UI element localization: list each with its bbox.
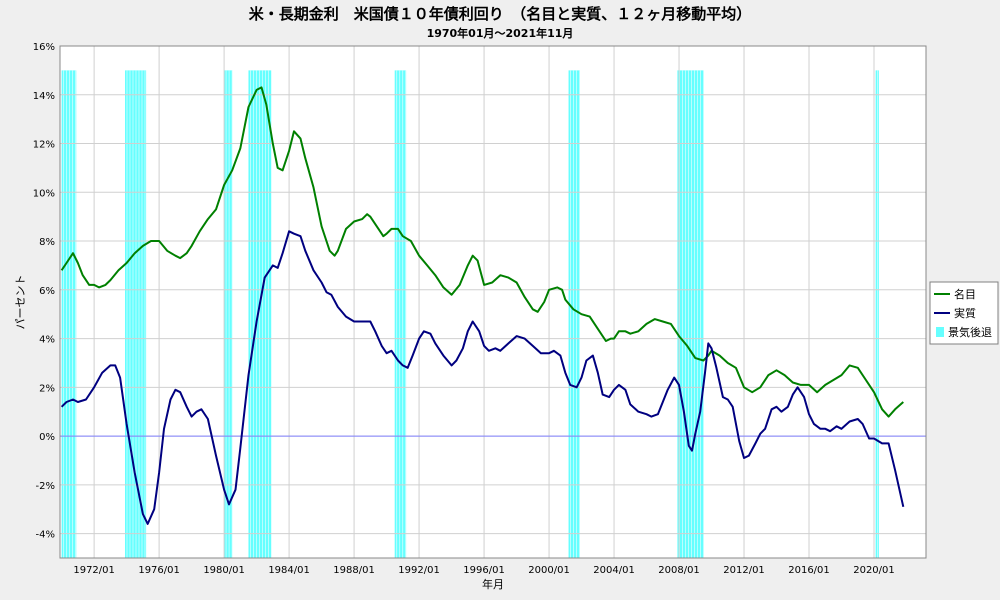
y-tick-labels: -4% -2% 0% 2% 4% 6% 8% 10% 12% 14% 16%	[33, 42, 55, 541]
recession-band	[568, 70, 580, 558]
recession-band	[875, 70, 879, 558]
legend-swatch-recession	[936, 327, 944, 337]
y-tick-label: 4%	[39, 335, 55, 346]
y-tick-label: 8%	[39, 237, 55, 248]
series-lines	[60, 86, 905, 525]
chart-subtitle: 1970年01月～2021年11月	[427, 26, 574, 40]
legend-item-real: 実質	[954, 306, 976, 320]
x-tick-label: 2020/01	[853, 565, 895, 576]
x-tick-label: 1992/01	[398, 565, 440, 576]
y-tick-label: 2%	[39, 383, 55, 394]
x-tick-label: 1976/01	[138, 565, 180, 576]
series-line-real	[60, 230, 905, 525]
x-axis-label: 年月	[482, 577, 504, 591]
y-tick-label: 16%	[33, 42, 55, 53]
legend-item-nominal: 名目	[954, 287, 976, 301]
series-line-nominal	[60, 86, 904, 418]
recession-band	[394, 70, 407, 558]
x-tick-label: 1988/01	[333, 565, 375, 576]
x-tick-labels: 1972/01 1976/01 1980/01 1984/01 1988/01 1992/…	[73, 565, 894, 576]
x-tick-label: 1980/01	[203, 565, 245, 576]
y-tick-label: 14%	[33, 91, 55, 102]
y-tick-label: 0%	[39, 432, 55, 443]
legend: 名目 実質 景気後退	[929, 281, 999, 345]
x-tick-label: 2016/01	[788, 565, 830, 576]
x-tick-label: 1984/01	[268, 565, 310, 576]
y-tick-label: -4%	[36, 530, 55, 541]
y-tick-label: 10%	[33, 188, 55, 199]
y-tick-label: -2%	[36, 481, 55, 492]
x-tick-label: 1996/01	[463, 565, 505, 576]
legend-item-recession: 景気後退	[948, 325, 992, 339]
recession-band	[677, 70, 704, 558]
x-tick-label: 2004/01	[593, 565, 635, 576]
x-tick-label: 2008/01	[658, 565, 700, 576]
x-tick-label: 2000/01	[528, 565, 570, 576]
x-tick-label: 2012/01	[723, 565, 765, 576]
y-tick-label: 12%	[33, 140, 55, 151]
plot-border	[59, 45, 927, 559]
y-axis-label: パーセント	[14, 275, 27, 330]
plot-area	[60, 46, 926, 558]
y-tick-label: 6%	[39, 286, 55, 297]
x-tick-label: 1972/01	[73, 565, 115, 576]
recession-band	[224, 70, 233, 558]
chart-title: 米・長期金利 米国債１０年債利回り （名目と実質、１２ヶ月移動平均）	[249, 5, 752, 23]
